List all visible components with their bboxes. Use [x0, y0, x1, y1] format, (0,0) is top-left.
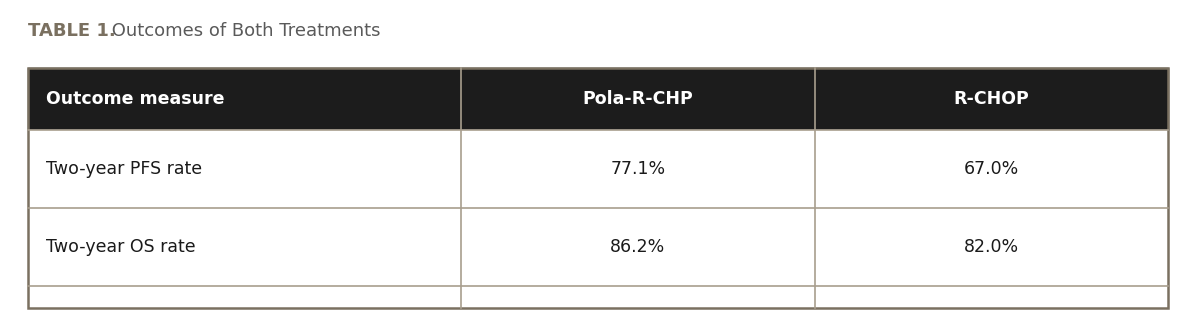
Text: Two-year DFS rate: Two-year DFS rate	[45, 316, 205, 317]
Text: 67.0%: 67.0%	[964, 160, 1019, 178]
Text: Outcome measure: Outcome measure	[45, 90, 225, 108]
Text: Two-year OS rate: Two-year OS rate	[45, 238, 196, 256]
Text: 73.4%: 73.4%	[964, 316, 1019, 317]
Bar	[28, 68, 1168, 130]
Text: 80.6%: 80.6%	[610, 316, 665, 317]
Bar	[28, 130, 1168, 208]
Text: 82.0%: 82.0%	[964, 238, 1019, 256]
Text: Two-year PFS rate: Two-year PFS rate	[45, 160, 202, 178]
Text: Outcomes of Both Treatments: Outcomes of Both Treatments	[106, 22, 380, 40]
Bar	[28, 286, 1168, 317]
Text: R-CHOP: R-CHOP	[953, 90, 1030, 108]
Text: 77.1%: 77.1%	[610, 160, 665, 178]
Bar	[28, 68, 1168, 308]
Text: 86.2%: 86.2%	[610, 238, 665, 256]
Text: Pola-R-CHP: Pola-R-CHP	[582, 90, 694, 108]
Text: TABLE 1.: TABLE 1.	[28, 22, 116, 40]
Bar	[28, 208, 1168, 286]
